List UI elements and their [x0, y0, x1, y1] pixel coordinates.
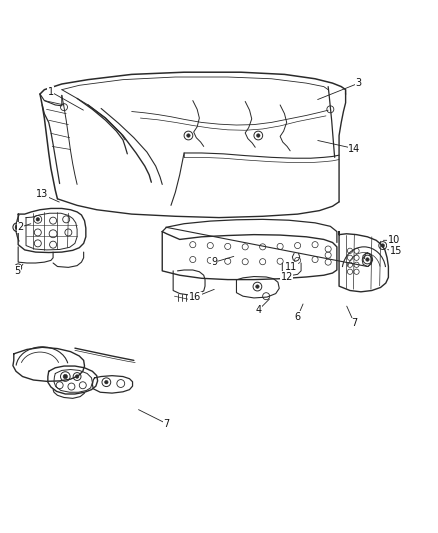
Text: 12: 12	[280, 271, 293, 281]
Circle shape	[36, 217, 39, 221]
Text: 5: 5	[14, 266, 21, 276]
Circle shape	[63, 374, 67, 379]
Text: 3: 3	[356, 78, 362, 88]
Circle shape	[75, 375, 79, 378]
Text: 9: 9	[212, 257, 218, 267]
Circle shape	[256, 285, 259, 288]
Text: 15: 15	[390, 246, 402, 256]
Circle shape	[366, 258, 369, 261]
Text: 7: 7	[351, 318, 357, 328]
Text: 11: 11	[285, 262, 297, 272]
Text: 7: 7	[163, 419, 170, 429]
Text: 13: 13	[36, 189, 48, 199]
Text: 16: 16	[189, 292, 201, 302]
Text: 1: 1	[48, 87, 54, 97]
Circle shape	[257, 134, 260, 138]
Text: 14: 14	[348, 143, 360, 154]
Text: 2: 2	[17, 222, 24, 232]
Circle shape	[17, 266, 19, 269]
Text: 10: 10	[388, 235, 400, 245]
Circle shape	[381, 244, 385, 247]
Circle shape	[187, 134, 190, 138]
Circle shape	[15, 225, 19, 229]
Text: 6: 6	[294, 312, 300, 322]
Circle shape	[105, 381, 108, 384]
Text: 4: 4	[255, 305, 261, 315]
